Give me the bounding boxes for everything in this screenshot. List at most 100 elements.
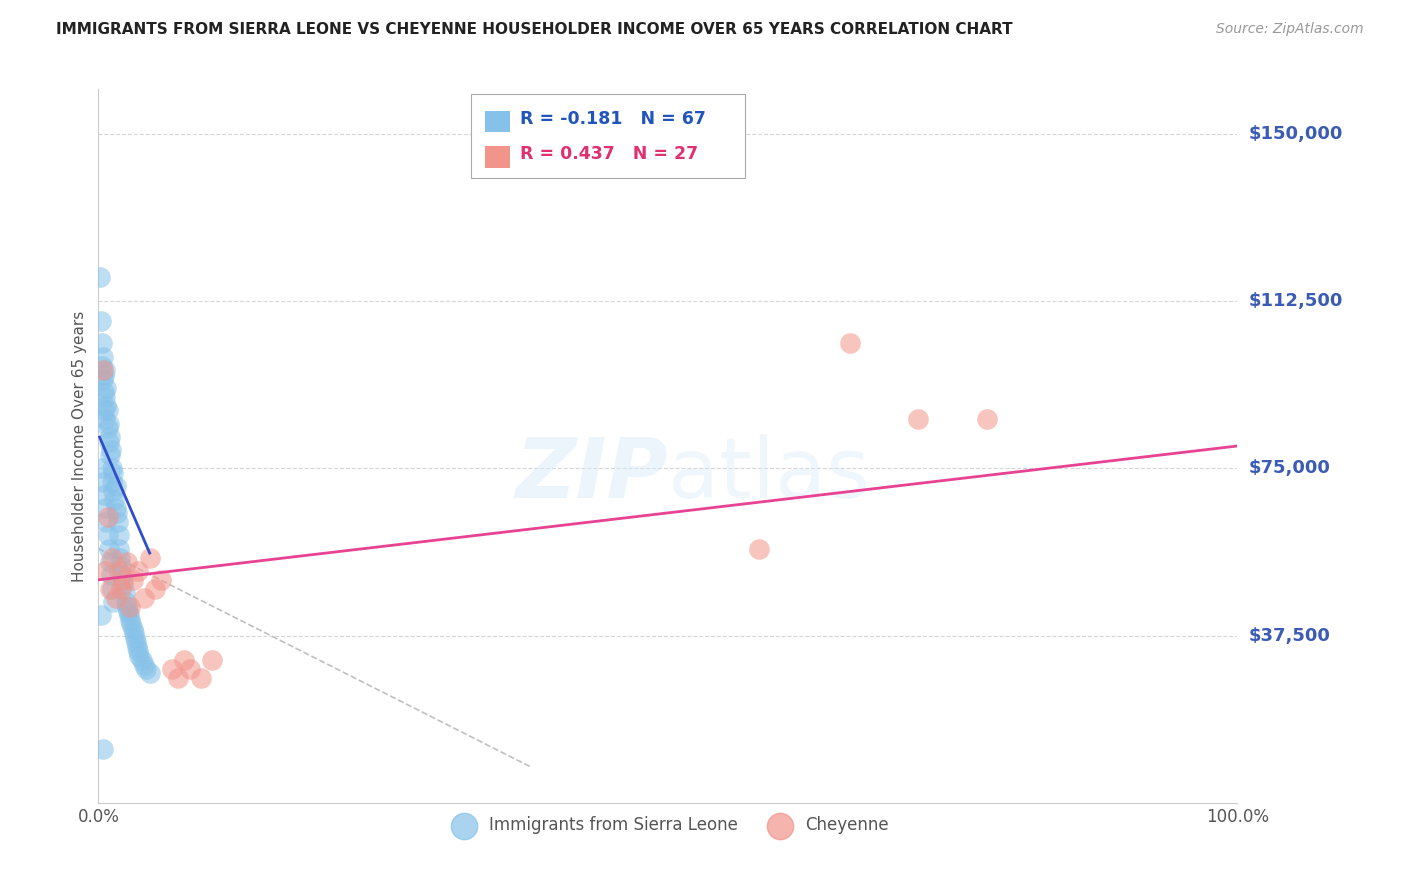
Point	[94, 564, 117, 578]
Point	[101, 582, 124, 596]
Point	[104, 501, 127, 516]
Point	[90, 314, 112, 328]
Point	[89, 269, 111, 284]
Point	[94, 363, 117, 377]
Point	[103, 483, 125, 498]
Point	[97, 434, 120, 449]
Point	[93, 368, 115, 382]
Point	[101, 550, 124, 565]
Point	[748, 541, 770, 556]
Point	[132, 591, 155, 605]
Point	[115, 599, 138, 614]
Point	[100, 443, 122, 458]
Point	[201, 653, 224, 667]
Point	[94, 501, 117, 516]
Point	[127, 640, 149, 654]
Point	[107, 515, 129, 529]
Point	[96, 403, 118, 417]
Point	[110, 559, 132, 574]
Point	[132, 657, 155, 672]
Point	[91, 742, 114, 756]
Point	[97, 541, 120, 556]
Point	[90, 461, 112, 475]
Point	[108, 564, 131, 578]
Text: ZIP: ZIP	[515, 434, 668, 515]
Point	[150, 573, 173, 587]
Point	[91, 475, 114, 489]
Point	[127, 564, 149, 578]
Point	[98, 448, 121, 462]
Point	[120, 613, 142, 627]
Point	[100, 568, 122, 582]
Text: atlas: atlas	[668, 434, 869, 515]
Point	[839, 336, 862, 351]
Point	[173, 653, 195, 667]
Point	[117, 604, 139, 618]
Point	[103, 492, 125, 507]
Point	[108, 541, 131, 556]
Point	[108, 528, 131, 542]
Point	[104, 479, 127, 493]
Point	[90, 336, 112, 351]
Point	[112, 573, 135, 587]
Point	[93, 403, 115, 417]
Point	[110, 582, 132, 596]
Point	[121, 573, 143, 587]
Text: $37,500: $37,500	[1249, 626, 1330, 645]
Point	[162, 662, 184, 676]
Point	[91, 350, 114, 364]
Point	[111, 568, 134, 582]
Point	[167, 671, 190, 685]
Point	[96, 399, 118, 413]
Point	[138, 666, 160, 681]
Point	[138, 550, 160, 565]
Point	[96, 421, 118, 435]
Point	[96, 515, 118, 529]
Point	[101, 461, 124, 475]
Point	[91, 363, 114, 377]
Point	[179, 662, 201, 676]
Point	[93, 488, 115, 502]
Text: R = 0.437   N = 27: R = 0.437 N = 27	[520, 145, 699, 163]
Point	[104, 591, 127, 605]
Point	[103, 595, 125, 609]
Point	[90, 608, 112, 623]
Point	[94, 412, 117, 426]
Point	[112, 577, 135, 591]
Point	[128, 648, 150, 663]
Point	[96, 528, 118, 542]
Point	[127, 644, 149, 658]
Text: $112,500: $112,500	[1249, 292, 1343, 310]
Point	[190, 671, 212, 685]
Point	[976, 412, 998, 426]
Point	[98, 430, 121, 444]
Text: Source: ZipAtlas.com: Source: ZipAtlas.com	[1216, 22, 1364, 37]
Point	[118, 608, 141, 623]
Point	[145, 582, 167, 596]
Point	[97, 417, 120, 431]
Point	[907, 412, 929, 426]
Point	[108, 550, 131, 565]
Point	[115, 555, 138, 569]
Text: IMMIGRANTS FROM SIERRA LEONE VS CHEYENNE HOUSEHOLDER INCOME OVER 65 YEARS CORREL: IMMIGRANTS FROM SIERRA LEONE VS CHEYENNE…	[56, 22, 1012, 37]
Point	[93, 385, 115, 400]
Point	[94, 390, 117, 404]
Point	[98, 582, 121, 596]
Y-axis label: Householder Income Over 65 years: Householder Income Over 65 years	[72, 310, 87, 582]
Point	[103, 466, 125, 480]
Point	[125, 635, 148, 649]
Text: $150,000: $150,000	[1249, 125, 1343, 143]
Legend: Immigrants from Sierra Leone, Cheyenne: Immigrants from Sierra Leone, Cheyenne	[440, 810, 896, 841]
Point	[135, 662, 157, 676]
Text: R = -0.181   N = 67: R = -0.181 N = 67	[520, 110, 706, 128]
Point	[96, 381, 118, 395]
Point	[96, 510, 118, 524]
Text: $75,000: $75,000	[1249, 459, 1330, 477]
Point	[101, 475, 124, 489]
Point	[90, 359, 112, 373]
Point	[124, 631, 146, 645]
Point	[98, 555, 121, 569]
Point	[121, 622, 143, 636]
Point	[131, 653, 153, 667]
Point	[114, 595, 136, 609]
